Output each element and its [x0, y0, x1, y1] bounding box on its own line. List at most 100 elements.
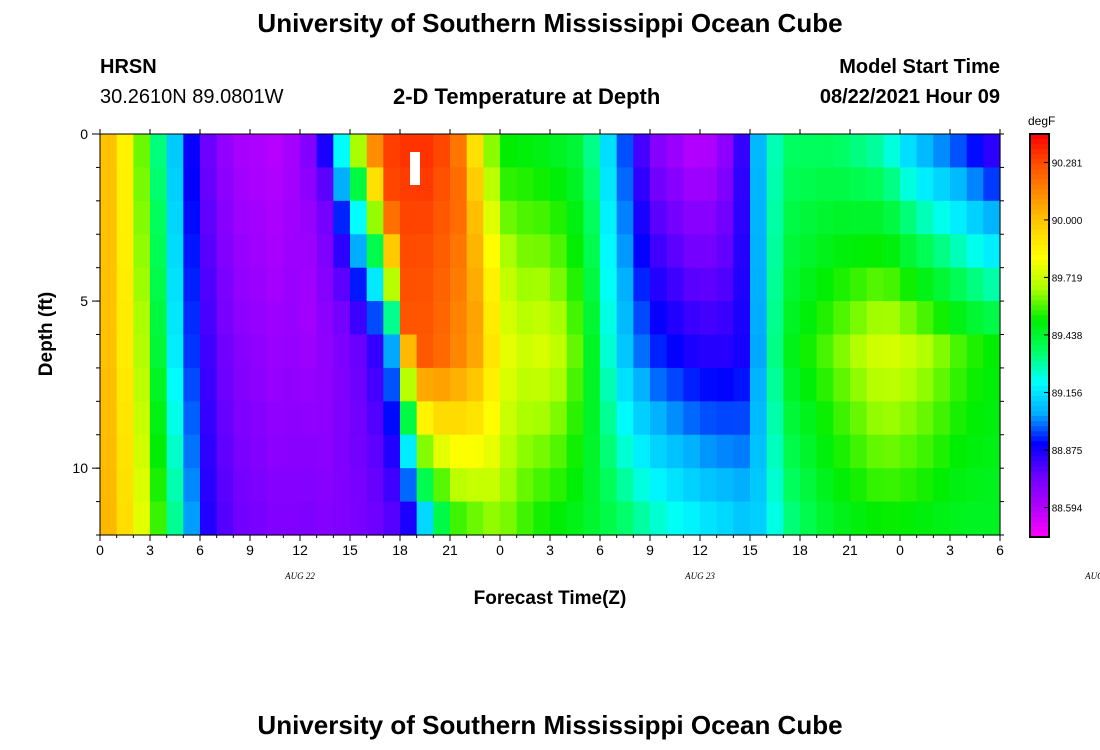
heatmap-cell	[316, 334, 334, 369]
heatmap-cell	[250, 200, 268, 235]
heatmap-cell	[616, 468, 634, 503]
colorbar-segment	[1030, 199, 1049, 206]
heatmap-cell	[366, 167, 384, 202]
heatmap-cell	[866, 401, 884, 436]
heatmap-cell	[800, 301, 818, 336]
heatmap-cell	[650, 367, 668, 402]
colorbar-segment	[1030, 380, 1049, 387]
heatmap-cell	[433, 234, 451, 269]
heatmap-cell	[966, 367, 984, 402]
heatmap-cell	[533, 267, 551, 302]
heatmap-cell	[316, 200, 334, 235]
heatmap-cell	[900, 501, 918, 536]
heatmap-cell	[216, 200, 234, 235]
heatmap-cell	[300, 367, 318, 402]
heatmap-cell	[166, 234, 184, 269]
heatmap-cell	[600, 401, 618, 436]
heatmap-cell	[983, 434, 1001, 469]
x-tick-label: 21	[842, 542, 858, 558]
heatmap-cell	[933, 468, 951, 503]
heatmap-cell	[466, 134, 484, 169]
heatmap-cell	[666, 434, 684, 469]
heatmap-cell	[350, 501, 368, 536]
heatmap-cell	[550, 501, 568, 536]
heatmap-cell	[150, 367, 168, 402]
heatmap-cell	[483, 200, 501, 235]
heatmap-cell	[983, 234, 1001, 269]
colorbar-segment	[1030, 421, 1049, 427]
heatmap-cell	[166, 367, 184, 402]
heatmap-cell	[166, 334, 184, 369]
heatmap-cell	[650, 401, 668, 436]
heatmap-cell	[300, 301, 318, 336]
heatmap-cell	[466, 167, 484, 202]
heatmap-cell	[216, 501, 234, 536]
heatmap-cell	[533, 434, 551, 469]
heatmap-cell	[233, 334, 251, 369]
heatmap-cell	[950, 434, 968, 469]
heatmap-cell	[600, 501, 618, 536]
heatmap-cell	[183, 167, 201, 202]
heatmap-cell	[816, 401, 834, 436]
plot-title: 2-D Temperature at Depth	[393, 84, 661, 109]
heatmap-cell	[950, 267, 968, 302]
colorbar-segment	[1030, 249, 1049, 256]
heatmap-cell	[816, 301, 834, 336]
heatmap-cell	[566, 367, 584, 402]
colorbar-segment	[1030, 355, 1049, 362]
heatmap-cell	[283, 200, 301, 235]
colorbar-segment	[1030, 144, 1049, 150]
heatmap-cell	[133, 167, 151, 202]
heatmap-cell	[783, 367, 801, 402]
heatmap-cell	[266, 468, 284, 503]
heatmap-cell	[316, 267, 334, 302]
heatmap-cell	[233, 434, 251, 469]
x-tick-label: 3	[946, 542, 954, 558]
heatmap-cell	[400, 367, 418, 402]
heatmap-cell	[250, 501, 268, 536]
heatmap-cell	[583, 167, 601, 202]
heatmap-cell	[233, 200, 251, 235]
heatmap-cell	[166, 134, 184, 169]
heatmap-cell	[966, 434, 984, 469]
heatmap-cell	[616, 367, 634, 402]
heatmap-cell	[816, 267, 834, 302]
colorbar-segment	[1030, 395, 1049, 402]
colorbar-segment	[1030, 320, 1049, 327]
heatmap-cell	[350, 167, 368, 202]
colorbar-segment	[1030, 169, 1049, 175]
heatmap-cell	[150, 434, 168, 469]
heatmap-cell	[816, 468, 834, 503]
heatmap-cell	[200, 468, 218, 503]
heatmap-cell	[333, 134, 351, 169]
heatmap-cell	[350, 200, 368, 235]
heatmap-cell	[483, 167, 501, 202]
heatmap-cell	[616, 234, 634, 269]
heatmap-cell	[400, 434, 418, 469]
heatmap-cell	[783, 468, 801, 503]
heatmap-cell	[383, 501, 401, 536]
colorbar-segment	[1030, 224, 1049, 231]
heatmap-cell	[233, 234, 251, 269]
heatmap-cell	[750, 267, 768, 302]
heatmap-cell	[616, 200, 634, 235]
heatmap-cell	[100, 167, 118, 202]
heatmap-cell	[883, 468, 901, 503]
colorbar-segment	[1030, 254, 1049, 261]
colorbar-segment	[1030, 305, 1049, 311]
colorbar-segment	[1030, 275, 1049, 281]
heatmap-cell	[550, 468, 568, 503]
heatmap-cell	[266, 200, 284, 235]
heatmap-cell	[166, 468, 184, 503]
heatmap-cell	[183, 468, 201, 503]
colorbar-segment	[1030, 446, 1049, 452]
heatmap-cell	[100, 367, 118, 402]
x-tick-label: 0	[496, 542, 504, 558]
heatmap-cell	[383, 200, 401, 235]
heatmap-cell	[800, 401, 818, 436]
colorbar-segment	[1030, 285, 1049, 291]
heatmap-cell	[900, 367, 918, 402]
heatmap-cell	[166, 434, 184, 469]
y-tick-label: 0	[80, 126, 88, 142]
